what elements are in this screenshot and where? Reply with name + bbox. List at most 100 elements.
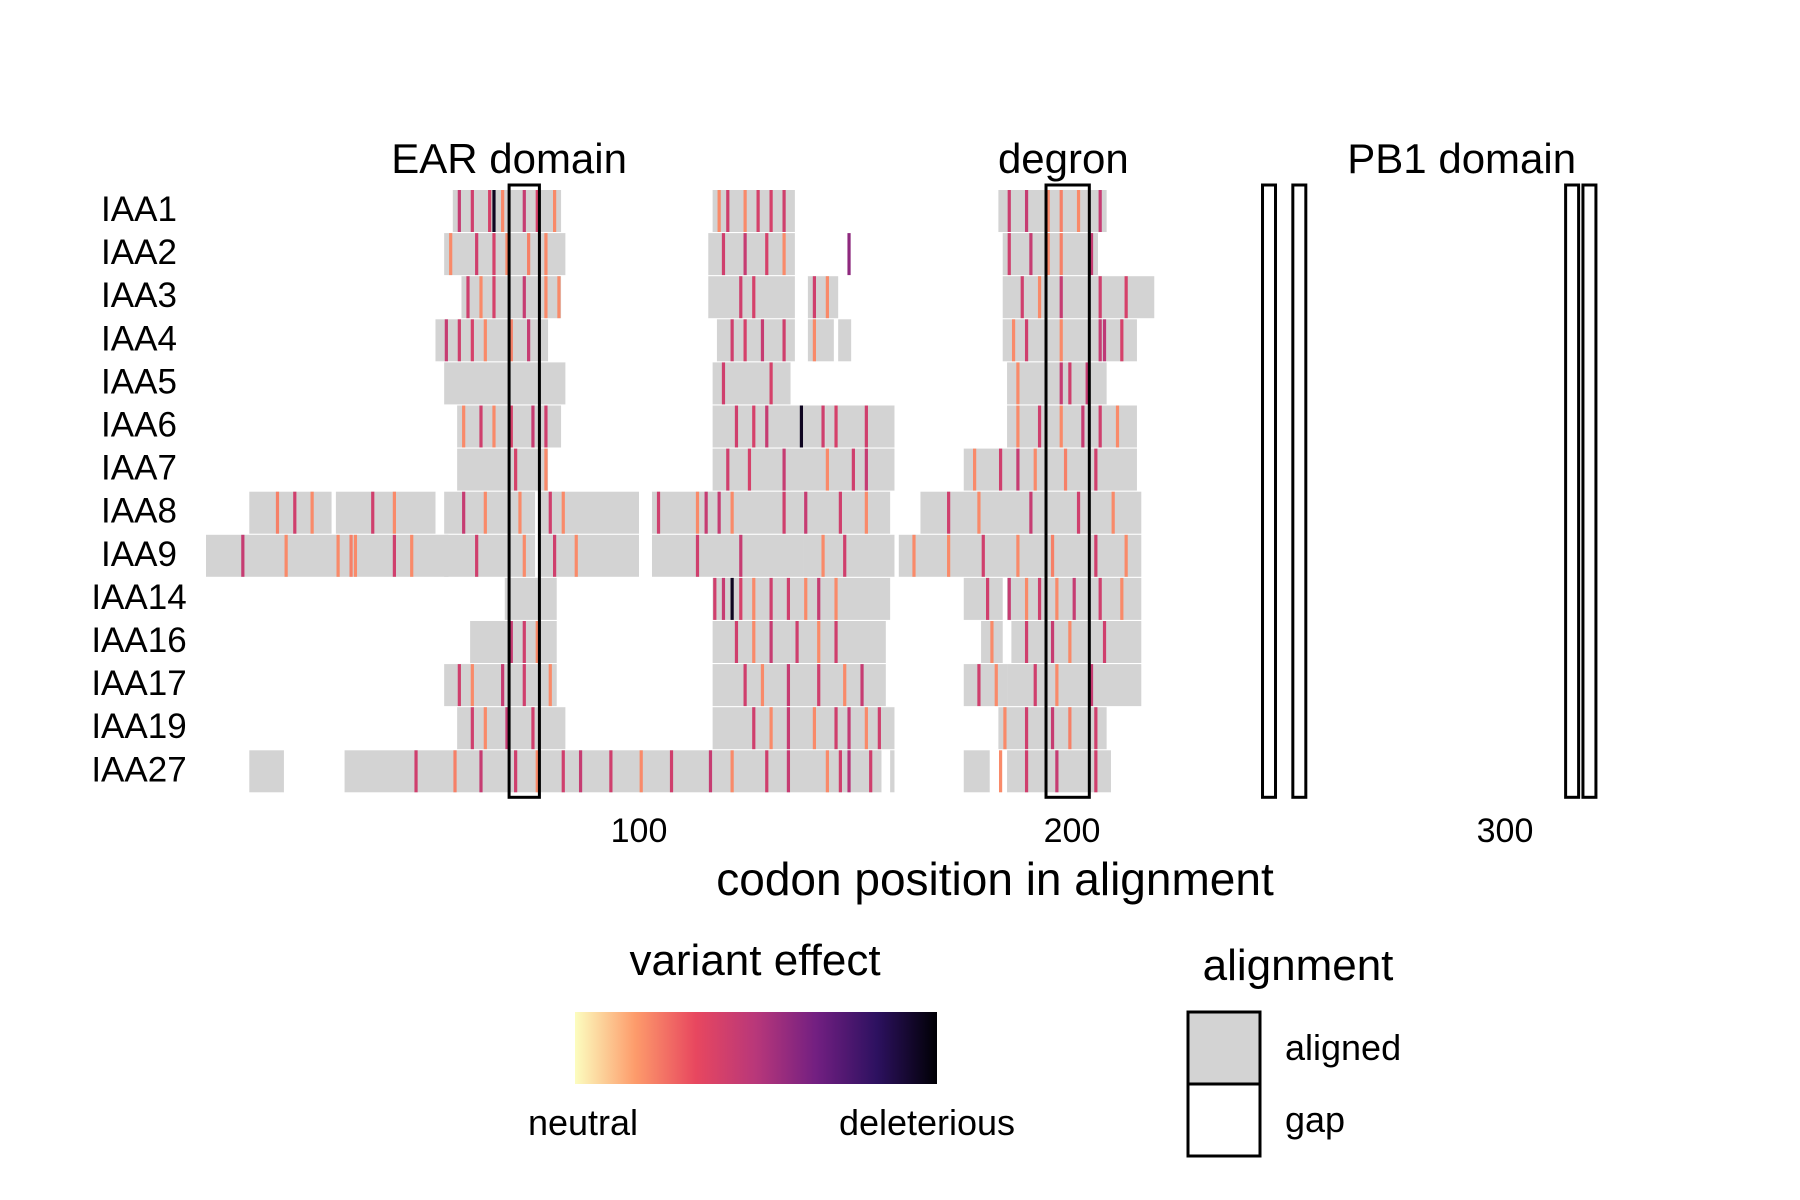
variant-mark [483, 707, 487, 750]
variant-mark [782, 233, 786, 276]
variant-mark [847, 707, 851, 750]
variant-mark [1011, 319, 1016, 362]
variant-mark [1059, 233, 1063, 276]
variant-mark [752, 405, 756, 448]
variant-mark [574, 534, 578, 577]
aligned-segment [963, 448, 1137, 491]
aligned-segment [708, 276, 795, 319]
domain-box [1044, 183, 1091, 799]
aligned-segment [1007, 405, 1137, 448]
variant-mark [1050, 534, 1055, 577]
variant-mark [730, 577, 734, 620]
variant-mark [977, 491, 981, 534]
domain-box [1581, 183, 1598, 799]
variant-mark [514, 750, 518, 793]
variant-mark [817, 664, 821, 707]
variant-mark [765, 750, 769, 793]
variant-mark [522, 534, 526, 577]
variant-mark [501, 190, 505, 232]
aligned-segment [807, 319, 834, 362]
aligned-segment [249, 750, 284, 793]
variant-mark [1098, 577, 1102, 620]
variant-mark [488, 190, 492, 232]
variant-mark [769, 577, 773, 620]
variant-mark [457, 664, 461, 707]
variant-mark [656, 491, 661, 534]
variant-mark [1124, 534, 1128, 577]
variant-mark [1059, 190, 1063, 232]
aligned-segment [651, 534, 804, 577]
variant-mark [1016, 448, 1020, 491]
variant-mark [1059, 319, 1063, 362]
variant-mark [535, 621, 539, 663]
variant-mark [1076, 491, 1081, 534]
row-labels: IAA1 IAA2 IAA3 IAA4 IAA5 IAA6 IAA7 IAA8 IAA9 IAA1… [91, 190, 186, 789]
variant-mark [444, 319, 448, 362]
variant-mark [1007, 233, 1011, 276]
variant-mark [310, 491, 314, 534]
variant-mark [475, 534, 479, 577]
variant-mark [847, 233, 851, 276]
variant-mark [410, 534, 414, 577]
aligned-segment [1007, 664, 1142, 707]
variant-mark [786, 707, 791, 750]
variant-mark [449, 233, 453, 276]
variant-mark [739, 577, 743, 620]
variant-mark [721, 362, 726, 405]
variant-mark [860, 664, 864, 707]
variant-mark [457, 319, 461, 362]
variant-mark [834, 405, 838, 448]
variant-mark [721, 577, 726, 620]
aligned-segment [444, 362, 566, 405]
variant-mark [739, 534, 743, 577]
variant-mark [1059, 362, 1063, 405]
variant-mark [522, 621, 526, 663]
aligned-segment [790, 405, 826, 448]
variant-mark [752, 707, 756, 750]
row-label: IAA6 [101, 406, 177, 445]
variant-mark [241, 534, 245, 577]
row-label: IAA5 [101, 362, 177, 401]
variant-mark [782, 448, 786, 491]
variant-mark [760, 664, 765, 707]
variant-mark [1046, 233, 1050, 276]
variant-mark [1046, 190, 1050, 232]
aligned-segment [786, 448, 895, 491]
aligned-segment [803, 534, 895, 577]
aligned-segment [1002, 319, 1137, 362]
variant-mark [336, 534, 340, 577]
variant-mark [470, 664, 474, 707]
variant-mark [522, 276, 526, 319]
variant-mark [544, 233, 548, 276]
x-tick-label: 300 [1477, 812, 1534, 850]
variant-mark [998, 448, 1003, 491]
variant-mark [475, 233, 479, 276]
variant-mark [1068, 362, 1072, 405]
variant-mark [752, 577, 756, 620]
variant-mark [825, 750, 829, 793]
variant-mark [864, 448, 868, 491]
x-axis-title: codon position in alignment [716, 853, 1274, 905]
variant-mark [470, 707, 474, 750]
variant-mark [739, 276, 743, 319]
variant-mark [535, 190, 539, 232]
variant-mark [578, 750, 583, 793]
variant-mark [743, 190, 747, 232]
domain-title: PB1 domain [1347, 135, 1576, 182]
variant-mark [479, 405, 483, 448]
variant-mark [786, 664, 791, 707]
variant-mark [557, 276, 561, 319]
aligned-segment [539, 491, 639, 534]
variant-mark [912, 534, 916, 577]
variant-mark [747, 448, 752, 491]
domain-box [1291, 183, 1308, 799]
variant-mark [1029, 491, 1033, 534]
variant-mark [462, 405, 466, 448]
variant-mark [1098, 319, 1102, 362]
aligned-segment [898, 534, 1142, 577]
variant-mark [1037, 276, 1042, 319]
variant-mark [782, 190, 786, 232]
variant-mark [765, 405, 769, 448]
row-label: IAA8 [101, 492, 177, 531]
variant-mark [717, 190, 721, 232]
